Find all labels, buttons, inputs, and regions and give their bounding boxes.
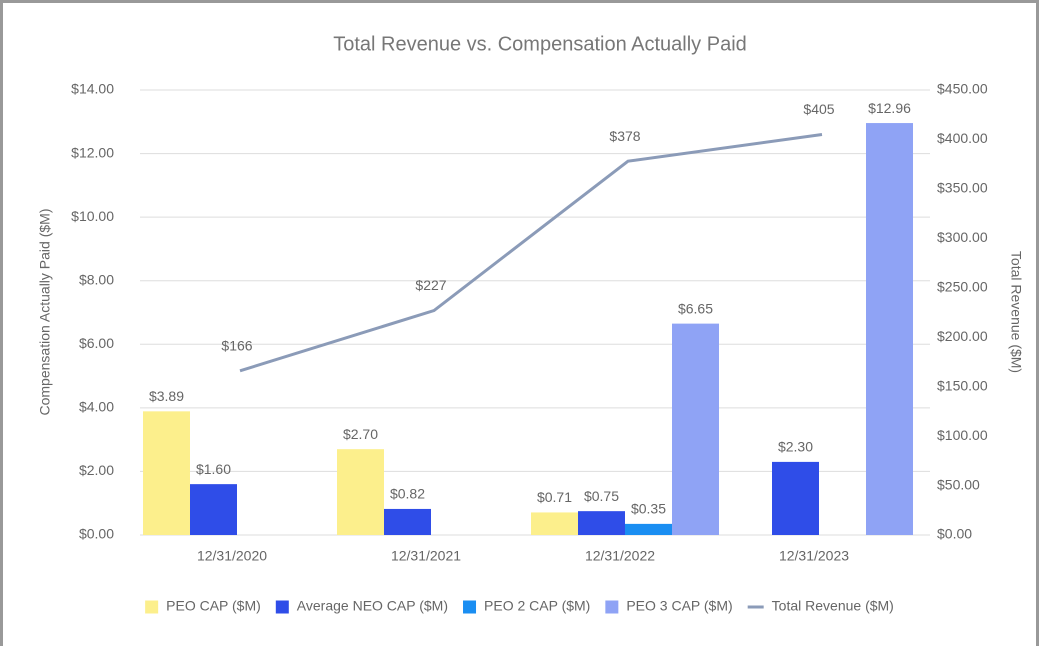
data-label: $0.35 [631,501,666,517]
y2-tick-label: $350.00 [937,180,988,196]
x-tick-label: 12/31/2020 [197,548,267,564]
y-tick-label: $0.00 [79,526,114,542]
data-label: $0.71 [537,489,572,505]
bar [337,449,384,535]
data-label: $2.30 [778,439,813,455]
y-tick-label: $4.00 [79,399,114,415]
data-label: $166 [221,338,252,354]
legend-label: Average NEO CAP ($M) [297,598,448,614]
data-label: $227 [415,277,446,293]
y-tick-label: $8.00 [79,271,114,287]
data-label: $0.75 [584,488,619,504]
data-label: $12.96 [868,100,911,116]
legend-label: PEO CAP ($M) [166,598,261,614]
legend-label: Total Revenue ($M) [772,598,894,614]
y2-tick-label: $200.00 [937,328,988,344]
x-tick-label: 12/31/2022 [585,548,655,564]
legend-swatch [275,600,289,614]
data-label: $405 [803,101,834,117]
y2-tick-label: $100.00 [937,427,988,443]
bar [384,508,431,535]
y-tick-label: $10.00 [71,208,114,224]
chart-title: Total Revenue vs. Compensation Actually … [333,33,747,55]
bar [143,411,190,535]
y-tick-label: $14.00 [71,81,114,97]
data-label: $378 [609,128,640,144]
y-tick-label: $12.00 [71,144,114,160]
y-tick-label: $6.00 [79,335,114,351]
legend-swatch [145,600,159,614]
legend-label: PEO 2 CAP ($M) [484,598,590,614]
legend-label: PEO 3 CAP ($M) [626,598,732,614]
y-axis-label: Compensation Actually Paid ($M) [37,209,53,416]
bar [625,523,672,535]
bar [772,461,819,535]
bar [578,511,625,535]
x-tick-label: 12/31/2021 [391,548,461,564]
bar [531,512,578,535]
y2-tick-label: $50.00 [937,476,980,492]
data-label: $3.89 [149,388,184,404]
y2-tick-label: $150.00 [937,377,988,393]
y2-axis-label: Total Revenue ($M) [1008,251,1024,373]
legend-swatch [605,600,619,614]
y2-tick-label: $300.00 [937,229,988,245]
bar [672,323,719,535]
data-label: $1.60 [196,461,231,477]
y2-tick-label: $400.00 [937,130,988,146]
legend-swatch [463,600,477,614]
y2-tick-label: $250.00 [937,278,988,294]
y2-tick-label: $450.00 [937,81,988,97]
line [239,133,823,373]
bar [866,123,913,536]
data-label: $0.82 [390,486,425,502]
y-tick-label: $2.00 [79,462,114,478]
bar [190,484,237,535]
y2-tick-label: $0.00 [937,526,972,542]
data-label: $6.65 [678,300,713,316]
data-label: $2.70 [343,426,378,442]
x-tick-label: 12/31/2023 [779,548,849,564]
